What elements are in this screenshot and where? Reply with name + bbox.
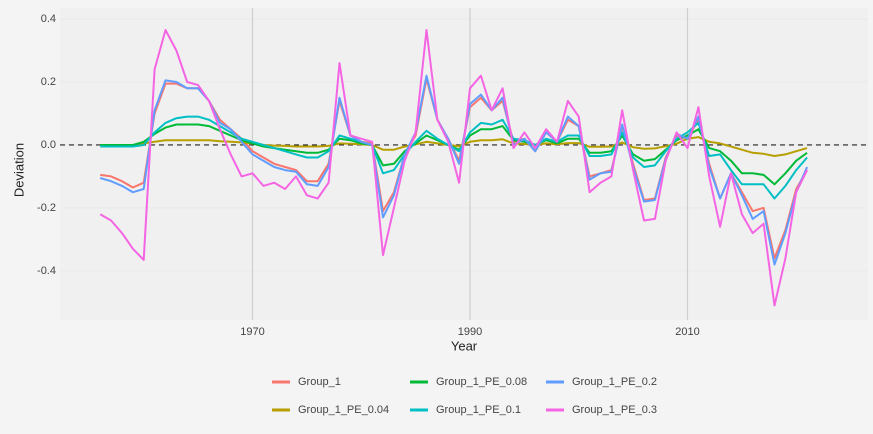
legend-label: Group_1_PE_0.08	[436, 376, 527, 388]
y-tick-label: 0.4	[41, 13, 56, 25]
y-tick-label: -0.4	[37, 265, 56, 277]
series-line	[99, 29, 808, 307]
legend-label: Group_1	[298, 376, 341, 388]
x-axis-title: Year	[451, 338, 478, 353]
y-tick-label: 0.2	[41, 76, 56, 88]
y-tick-label: -0.2	[37, 202, 56, 214]
x-tick-label: 1970	[240, 326, 264, 338]
legend-label: Group_1_PE_0.2	[572, 376, 657, 388]
x-tick-label: 2010	[675, 326, 699, 338]
y-axis-title: Deviation	[11, 143, 26, 197]
legend-label: Group_1_PE_0.3	[572, 404, 657, 416]
legend-label: Group_1_PE_0.04	[298, 404, 389, 416]
y-tick-label: 0.0	[41, 139, 56, 151]
series-line	[99, 74, 809, 266]
x-tick-label: 1990	[458, 326, 482, 338]
plot-panel	[60, 8, 868, 320]
legend-label: Group_1_PE_0.1	[436, 404, 521, 416]
